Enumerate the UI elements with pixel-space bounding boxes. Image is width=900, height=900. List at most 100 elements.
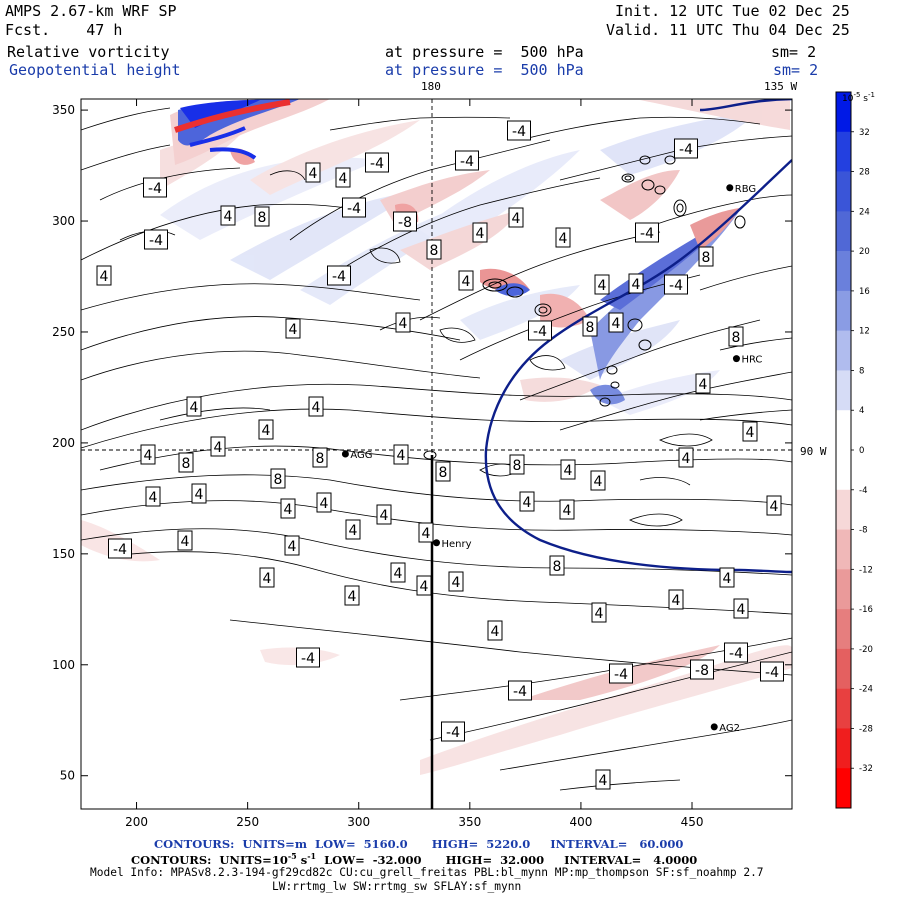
contour-label-text: 4 (397, 448, 406, 464)
station-marker (710, 723, 718, 731)
contour-label: -4 (455, 150, 479, 171)
contour-label-text: 4 (523, 495, 532, 511)
contour-label: 4 (210, 436, 226, 457)
y-axis: 50 100 150 200 250 300 350 (52, 103, 792, 783)
contour-label-text: 4 (672, 593, 681, 609)
colorbar-label: -28 (859, 724, 873, 734)
contour-label-text: -4 (148, 181, 162, 197)
contour-label: -4 (342, 197, 366, 218)
contour-label: 4 (418, 522, 434, 543)
contour-label: 8 (698, 246, 714, 267)
colorbar-swatch (836, 131, 851, 172)
contour-label-text: -4 (370, 156, 384, 172)
contour-label-text: 4 (682, 451, 691, 467)
contour-label-text: -4 (640, 226, 654, 242)
station-label: HRC (741, 355, 762, 366)
colorbar-swatch (836, 768, 851, 809)
footer-vorticity-contours: CONTOURS: UNITS=10-5 s-1 LOW= -32.000 HI… (131, 851, 697, 867)
footer-c2-a: CONTOURS: UNITS=10 (131, 852, 288, 867)
colorbar-label: 32 (859, 128, 870, 138)
contour-label-text: 4 (284, 502, 293, 518)
contour-label: 4 (259, 567, 275, 588)
contour-label-box (344, 585, 360, 606)
contour-label-box (316, 492, 332, 513)
contour-label-text: 4 (224, 209, 233, 225)
contour-label: 4 (145, 486, 161, 507)
contour-label-text: 4 (699, 377, 708, 393)
contour-label: 8 (435, 461, 451, 482)
field1-label: Relative vorticity (7, 43, 170, 61)
contour-label-text: 4 (320, 496, 329, 512)
contour-label-box (96, 265, 112, 286)
contour-label-text: -4 (460, 154, 474, 170)
contour-label-text: 4 (214, 440, 223, 456)
contour-label-text: 8 (430, 243, 439, 259)
colorbar-swatch (836, 529, 851, 570)
contour-label-text: -4 (446, 725, 460, 741)
contour-label: 4 (345, 519, 361, 540)
station-henry: Henry (433, 539, 472, 550)
contour-label: 4 (416, 575, 432, 596)
contour-label-text: -4 (347, 201, 361, 217)
contour-label-text: 4 (349, 523, 358, 539)
contour-label-text: 4 (512, 211, 521, 227)
contour-label: 4 (594, 274, 610, 295)
contour-label-box (285, 318, 301, 339)
station-ag2: AG2 (710, 723, 740, 734)
contour-label-text: 4 (262, 423, 271, 439)
contour-label-text: 4 (149, 490, 158, 506)
colorbar-label: 0 (859, 446, 864, 456)
contour-label-text: -4 (669, 278, 683, 294)
y-tick-label: 100 (52, 658, 75, 672)
contour-label-box (220, 205, 236, 226)
x-tick-label: 350 (458, 815, 481, 829)
contour-label-box (393, 211, 417, 232)
contour-label-text: 4 (348, 589, 357, 605)
contour-label-box (395, 312, 411, 333)
contour-label-box (507, 120, 531, 141)
colorbar-swatch (836, 251, 851, 292)
station-agg: AGG (341, 450, 373, 461)
contour-label-box (144, 229, 168, 250)
contour-label-box (719, 567, 735, 588)
station-label: Henry (442, 539, 472, 550)
contour-label-box (259, 567, 275, 588)
contour-label: -4 (108, 538, 132, 559)
field2-smoothing: sm= 2 (773, 61, 819, 79)
station-marker (433, 539, 440, 547)
contour-label-box (342, 197, 366, 218)
contour-label-text: 8 (513, 458, 522, 474)
contour-label: 8 (549, 555, 565, 576)
station-label: AGG (350, 450, 372, 461)
field2-label: Geopotential height (9, 61, 181, 79)
contour-label: -8 (393, 211, 417, 232)
field1-smoothing: sm= 2 (771, 43, 817, 61)
contour-label-box (186, 396, 202, 417)
contour-label-box (270, 468, 286, 489)
contour-label-text: -4 (149, 233, 163, 249)
y-tick-label: 150 (52, 547, 75, 561)
contour-label-box (178, 452, 194, 473)
colorbar-label: -20 (859, 645, 873, 655)
contour-label-box (472, 222, 488, 243)
footer-model-info: Model Info: MPASv8.2.3-194-gf29cd82c CU:… (90, 866, 764, 879)
colorbar-swatch (836, 290, 851, 331)
valid-time: Valid. 11 UTC Thu 04 Dec 25 (606, 21, 850, 39)
colorbar-label: -24 (859, 685, 873, 695)
colorbar-label: 28 (859, 168, 870, 178)
footer-c2-exp2: -1 (307, 851, 317, 861)
contour-label-box (458, 270, 474, 291)
contour-label-box (674, 138, 698, 159)
contour-label-box (455, 150, 479, 171)
contour-label-text: 4 (462, 274, 471, 290)
contour-label-text: 4 (599, 773, 608, 789)
units-exp2: -1 (868, 91, 875, 99)
contour-label-box (508, 680, 532, 701)
contour-label: 4 (668, 589, 684, 610)
contour-label-box (448, 571, 464, 592)
contour-label-box (254, 206, 270, 227)
contour-label-box (509, 454, 525, 475)
contour-label: 8 (270, 468, 286, 489)
contour-label-text: 4 (399, 316, 408, 332)
contour-label: 4 (519, 491, 535, 512)
